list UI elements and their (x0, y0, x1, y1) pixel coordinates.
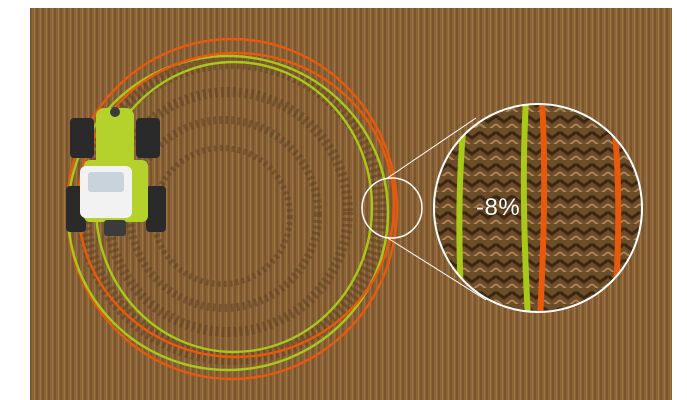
zoom-connector-top (385, 117, 477, 180)
zoom-connector-bottom (385, 236, 487, 301)
tractor-icon (66, 107, 166, 236)
reduction-label: -8% (476, 194, 521, 221)
magnifier-border (433, 103, 643, 313)
zoom-source-circle (361, 177, 423, 239)
